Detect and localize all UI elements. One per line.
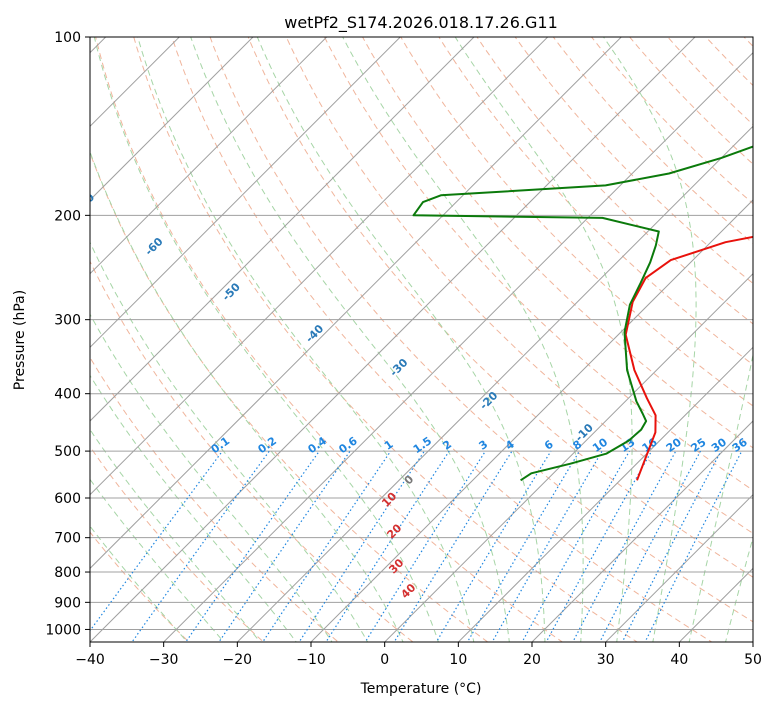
dry-adiabat	[552, 37, 753, 244]
mixing-ratio-line	[599, 450, 702, 642]
sounding-profiles	[412, 145, 753, 482]
isotherm	[310, 199, 753, 642]
dry-adiabat	[90, 531, 190, 642]
moist-adiabat	[454, 37, 633, 642]
isotherm	[457, 346, 753, 642]
moist-adiabat	[90, 313, 333, 642]
x-tick-label: 30	[597, 652, 615, 668]
dry-adiabat-label: -80	[15, 152, 38, 175]
isotherm	[90, 37, 254, 201]
isotherm	[90, 37, 402, 349]
y-tick-label: 900	[54, 595, 81, 611]
temperature-profile-line	[624, 235, 753, 481]
y-tick-label: 100	[54, 30, 81, 46]
plot-frame	[89, 36, 754, 643]
mixing-ratio-line	[572, 450, 677, 642]
y-tick-label: 500	[54, 444, 81, 460]
y-tick-label: 600	[54, 491, 81, 507]
dry-adiabat	[771, 26, 775, 654]
x-tick-label: 10	[449, 652, 467, 668]
mixing-ratio-line	[218, 450, 351, 642]
dry-adiabat	[90, 356, 339, 642]
dry-adiabat	[133, 37, 638, 642]
x-axis: −40 −30 −20 −10 0 10 20 30 40 50	[75, 642, 762, 668]
moist-adiabat	[90, 374, 297, 642]
dry-adiabat	[95, 37, 564, 642]
y-tick-label: 400	[54, 387, 81, 403]
dry-adiabat	[362, 37, 753, 449]
x-tick-label: −40	[75, 652, 105, 668]
dry-adiabat	[209, 37, 753, 623]
moist-adiabat	[190, 37, 510, 642]
x-tick-label: 50	[744, 652, 762, 668]
y-tick-label: 1000	[45, 622, 81, 638]
moist-adiabat	[256, 37, 546, 642]
mixing-ratio-line	[364, 450, 486, 642]
moist-adiabat	[688, 352, 753, 642]
y-tick-label: 200	[54, 208, 81, 224]
mixing-ratio-line	[435, 450, 552, 642]
x-tick-label: 20	[523, 652, 541, 668]
y-tick-label: 300	[54, 313, 81, 329]
moist-adiabat	[342, 37, 584, 642]
x-tick-label: −10	[296, 652, 326, 668]
background-lines	[90, 24, 775, 654]
y-tick-label: 800	[54, 565, 81, 581]
moist-adiabat	[724, 535, 753, 642]
dry-adiabat	[285, 37, 753, 534]
mixing-ratio-line	[393, 450, 513, 642]
x-axis-label: Temperature (°C)	[360, 681, 482, 697]
moist-adiabat	[602, 37, 697, 642]
dry-adiabat	[247, 37, 753, 578]
moist-adiabat	[90, 478, 225, 642]
x-tick-label: −30	[149, 652, 179, 668]
moist-adiabat	[90, 241, 369, 642]
chart-title: wetPf2_S174.2026.018.17.26.G11	[284, 13, 558, 33]
y-axis: 100 200 300 400 500 600 700 800 900 1000	[45, 30, 90, 638]
dry-adiabat	[400, 37, 753, 407]
x-tick-label: 0	[380, 652, 389, 668]
mixing-ratio-line	[298, 450, 425, 642]
y-axis-label: Pressure (hPa)	[12, 290, 28, 390]
isotherm	[162, 51, 753, 642]
dry-adiabat	[90, 260, 414, 642]
moist-adiabat	[137, 37, 475, 642]
x-tick-label: −20	[223, 652, 253, 668]
mixing-ratio-line	[545, 450, 653, 642]
mixing-ratio-line	[262, 450, 392, 642]
plot-area-background	[90, 37, 753, 642]
dry-adiabat	[476, 37, 753, 325]
isotherm	[90, 37, 475, 422]
moist-adiabat	[759, 24, 775, 654]
dry-adiabat	[514, 37, 753, 285]
isotherm	[531, 420, 753, 642]
isotherm	[90, 37, 623, 570]
moist-adiabat	[93, 37, 439, 642]
x-tick-label: 40	[670, 652, 688, 668]
mixing-ratio-line	[131, 450, 270, 642]
isotherm	[236, 125, 753, 642]
mixing-ratio-line	[491, 450, 603, 642]
mixing-ratio-line	[325, 450, 450, 642]
isotherm	[90, 37, 696, 642]
isotherm	[90, 37, 328, 275]
y-tick-label: 700	[54, 531, 81, 547]
dewpoint-profile-line	[412, 145, 753, 482]
dry-adiabat-label: -70	[74, 190, 97, 213]
isotherm	[383, 272, 753, 642]
isotherm	[604, 493, 753, 642]
moist-adiabat	[90, 428, 261, 642]
mixing-ratio-line	[466, 450, 580, 642]
isotherm	[90, 37, 549, 496]
